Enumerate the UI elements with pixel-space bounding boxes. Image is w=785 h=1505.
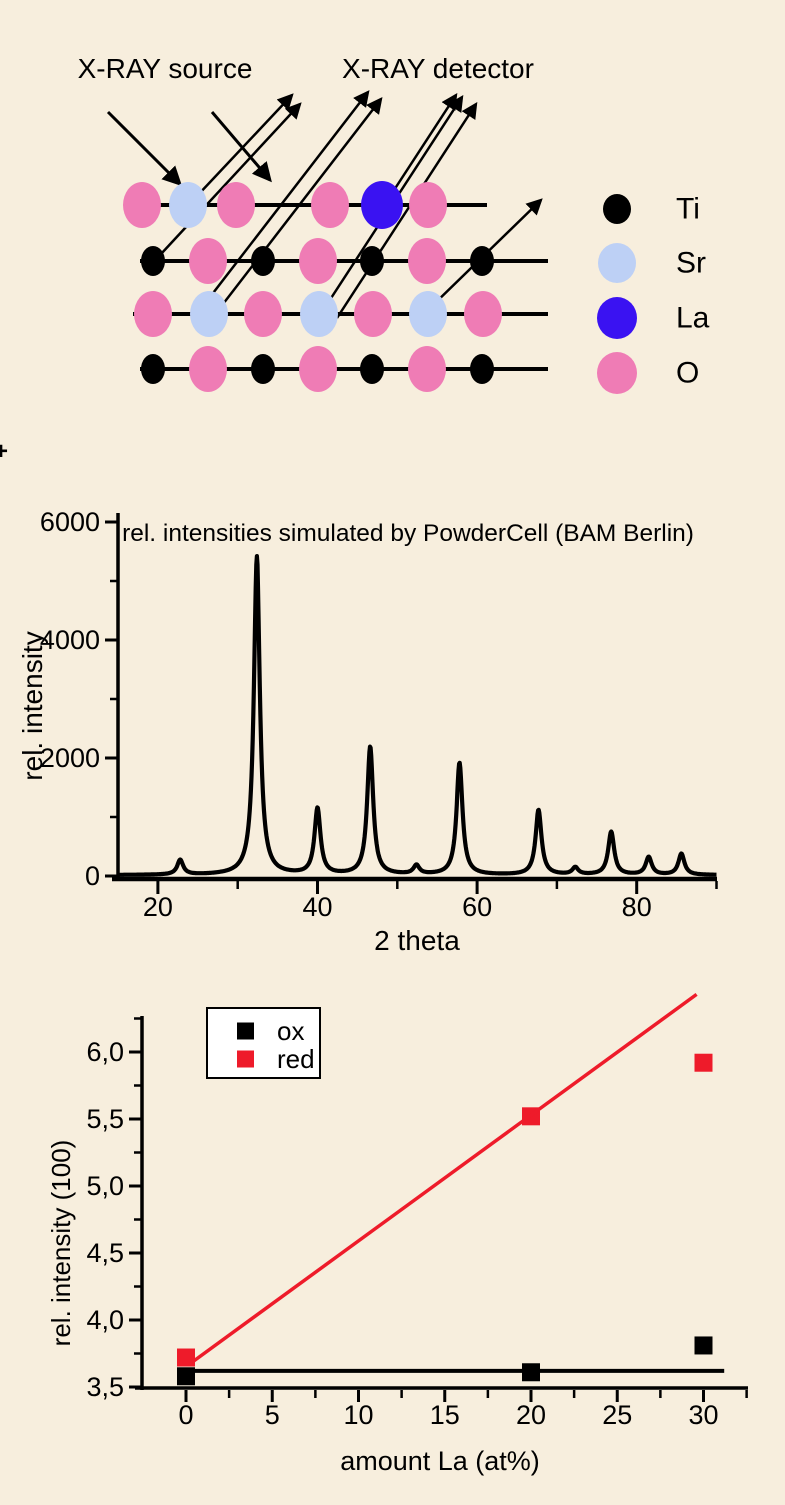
atom-Sr (169, 182, 207, 228)
atom-Sr (300, 291, 338, 337)
atom-O (408, 346, 446, 392)
atom-Ti (360, 354, 384, 384)
la-intensity-scatter-chart: rel. intensity (100) amount La (at%) 0 5 1… (46, 992, 748, 1476)
legend-label-Sr: Sr (676, 247, 706, 280)
scatter-y-tick-label: 4,0 (86, 1305, 124, 1335)
scatter-x-tick-label: 20 (516, 1400, 546, 1430)
atom-O (189, 238, 227, 284)
scatter-y-axis-label: rel. intensity (100) (46, 1140, 76, 1347)
atom-Ti (360, 246, 384, 276)
xrd-y-tick-label: 6000 (40, 507, 100, 537)
xrd-y-tick-label: 2000 (40, 743, 100, 773)
scatter-y-tick-label: 6,0 (86, 1037, 124, 1067)
atom-O (134, 291, 172, 337)
xrd-intensity-trace (116, 554, 718, 877)
atom-O (217, 182, 255, 228)
legend-label-Ti: Ti (676, 193, 700, 226)
xrd-x-axis-label: 2 theta (374, 925, 460, 956)
scatter-y-tick-label: 5,5 (86, 1104, 124, 1134)
data-point-red (694, 1053, 713, 1072)
xray-detector-label: X-RAY detector (342, 53, 534, 84)
atom-Ti (470, 354, 494, 384)
xrd-y-tick-label: 0 (85, 861, 100, 891)
fit-line-red (190, 992, 698, 1365)
scatter-axes: 0 5 10 15 20 25 30 3,5 4,0 4,5 5,0 5,5 6,0 (86, 1016, 748, 1430)
xrd-x-tick-label: 20 (143, 892, 173, 922)
bragg-diffraction-diagram: X-RAY source X-RAY detector Ti Sr La O (78, 53, 710, 394)
legend-label-O: O (676, 357, 699, 390)
scatter-x-tick-label: 25 (602, 1400, 632, 1430)
atom-O (244, 291, 282, 337)
scatter-y-tick-label: 5,0 (86, 1171, 124, 1201)
xrd-axes: 20 40 60 80 0 2000 4000 6000 (40, 507, 718, 922)
atom-O (299, 346, 337, 392)
scatter-x-tick-label: 10 (343, 1400, 373, 1430)
atom-O (311, 182, 349, 228)
scatter-y-tick-label: 4,5 (86, 1238, 124, 1268)
lattice-rows (123, 181, 548, 392)
legend-label-La: La (676, 302, 710, 335)
legend-marker-red (237, 1050, 254, 1068)
atom-O (464, 291, 502, 337)
legend-swatch-La (597, 297, 637, 339)
data-point-red (177, 1348, 195, 1367)
atom-Ti (251, 354, 275, 384)
legend-entry-red: red (277, 1044, 315, 1074)
atom-Ti (141, 246, 165, 276)
data-point-ox (694, 1336, 713, 1355)
scatter-x-tick-label: 0 (178, 1400, 193, 1430)
scatter-x-tick-label: 15 (430, 1400, 460, 1430)
xrd-y-axis-label: rel. intensity (17, 631, 48, 780)
atom-O (123, 182, 161, 228)
xrd-x-tick-label: 40 (302, 892, 332, 922)
legend-swatch-O (597, 352, 637, 394)
scatter-data (177, 992, 725, 1386)
scatter-x-tick-label: 5 (265, 1400, 280, 1430)
reflected-beam-2b-icon (212, 97, 383, 318)
scatter-x-axis-label: amount La (at%) (340, 1446, 540, 1476)
xrd-pattern-chart: rel. intensities simulated by PowderCell… (17, 507, 718, 956)
atom-O (189, 346, 227, 392)
atom-legend: Ti Sr La O (597, 193, 710, 394)
reflected-beam-2a-icon (199, 90, 370, 311)
xrd-x-tick-label: 60 (462, 892, 492, 922)
atom-Sr (190, 291, 228, 337)
atom-O (409, 182, 447, 228)
legend-swatch-Ti (603, 194, 631, 224)
atom-La (361, 181, 403, 229)
legend-swatch-Sr (598, 243, 636, 283)
xrd-x-tick-label: 80 (622, 892, 652, 922)
reflected-beam-1b-icon (160, 102, 302, 255)
corner-artifact-mark: + (0, 438, 8, 465)
incident-beam-1-icon (106, 110, 183, 187)
xrd-curve (116, 554, 718, 877)
atom-O (408, 238, 446, 284)
scatter-legend-box (206, 1007, 321, 1079)
atom-Ti (251, 246, 275, 276)
atom-Ti (141, 354, 165, 384)
legend-entry-ox: ox (277, 1016, 304, 1046)
reflected-beam-3b-icon (335, 101, 478, 319)
incident-beam-2-icon (210, 111, 272, 183)
scatter-x-tick-label: 30 (688, 1400, 718, 1430)
reflected-beam-1a-icon (196, 93, 294, 197)
atom-O (354, 291, 392, 337)
legend-marker-ox (237, 1022, 254, 1040)
xray-source-label: X-RAY source (78, 53, 253, 84)
atom-O (299, 238, 337, 284)
xrd-chart-title: rel. intensities simulated by PowderCell… (122, 520, 694, 547)
atom-Ti (470, 246, 494, 276)
atom-Sr (409, 291, 447, 337)
scatter-y-tick-label: 3,5 (86, 1372, 124, 1402)
xrd-y-tick-label: 4000 (40, 625, 100, 655)
